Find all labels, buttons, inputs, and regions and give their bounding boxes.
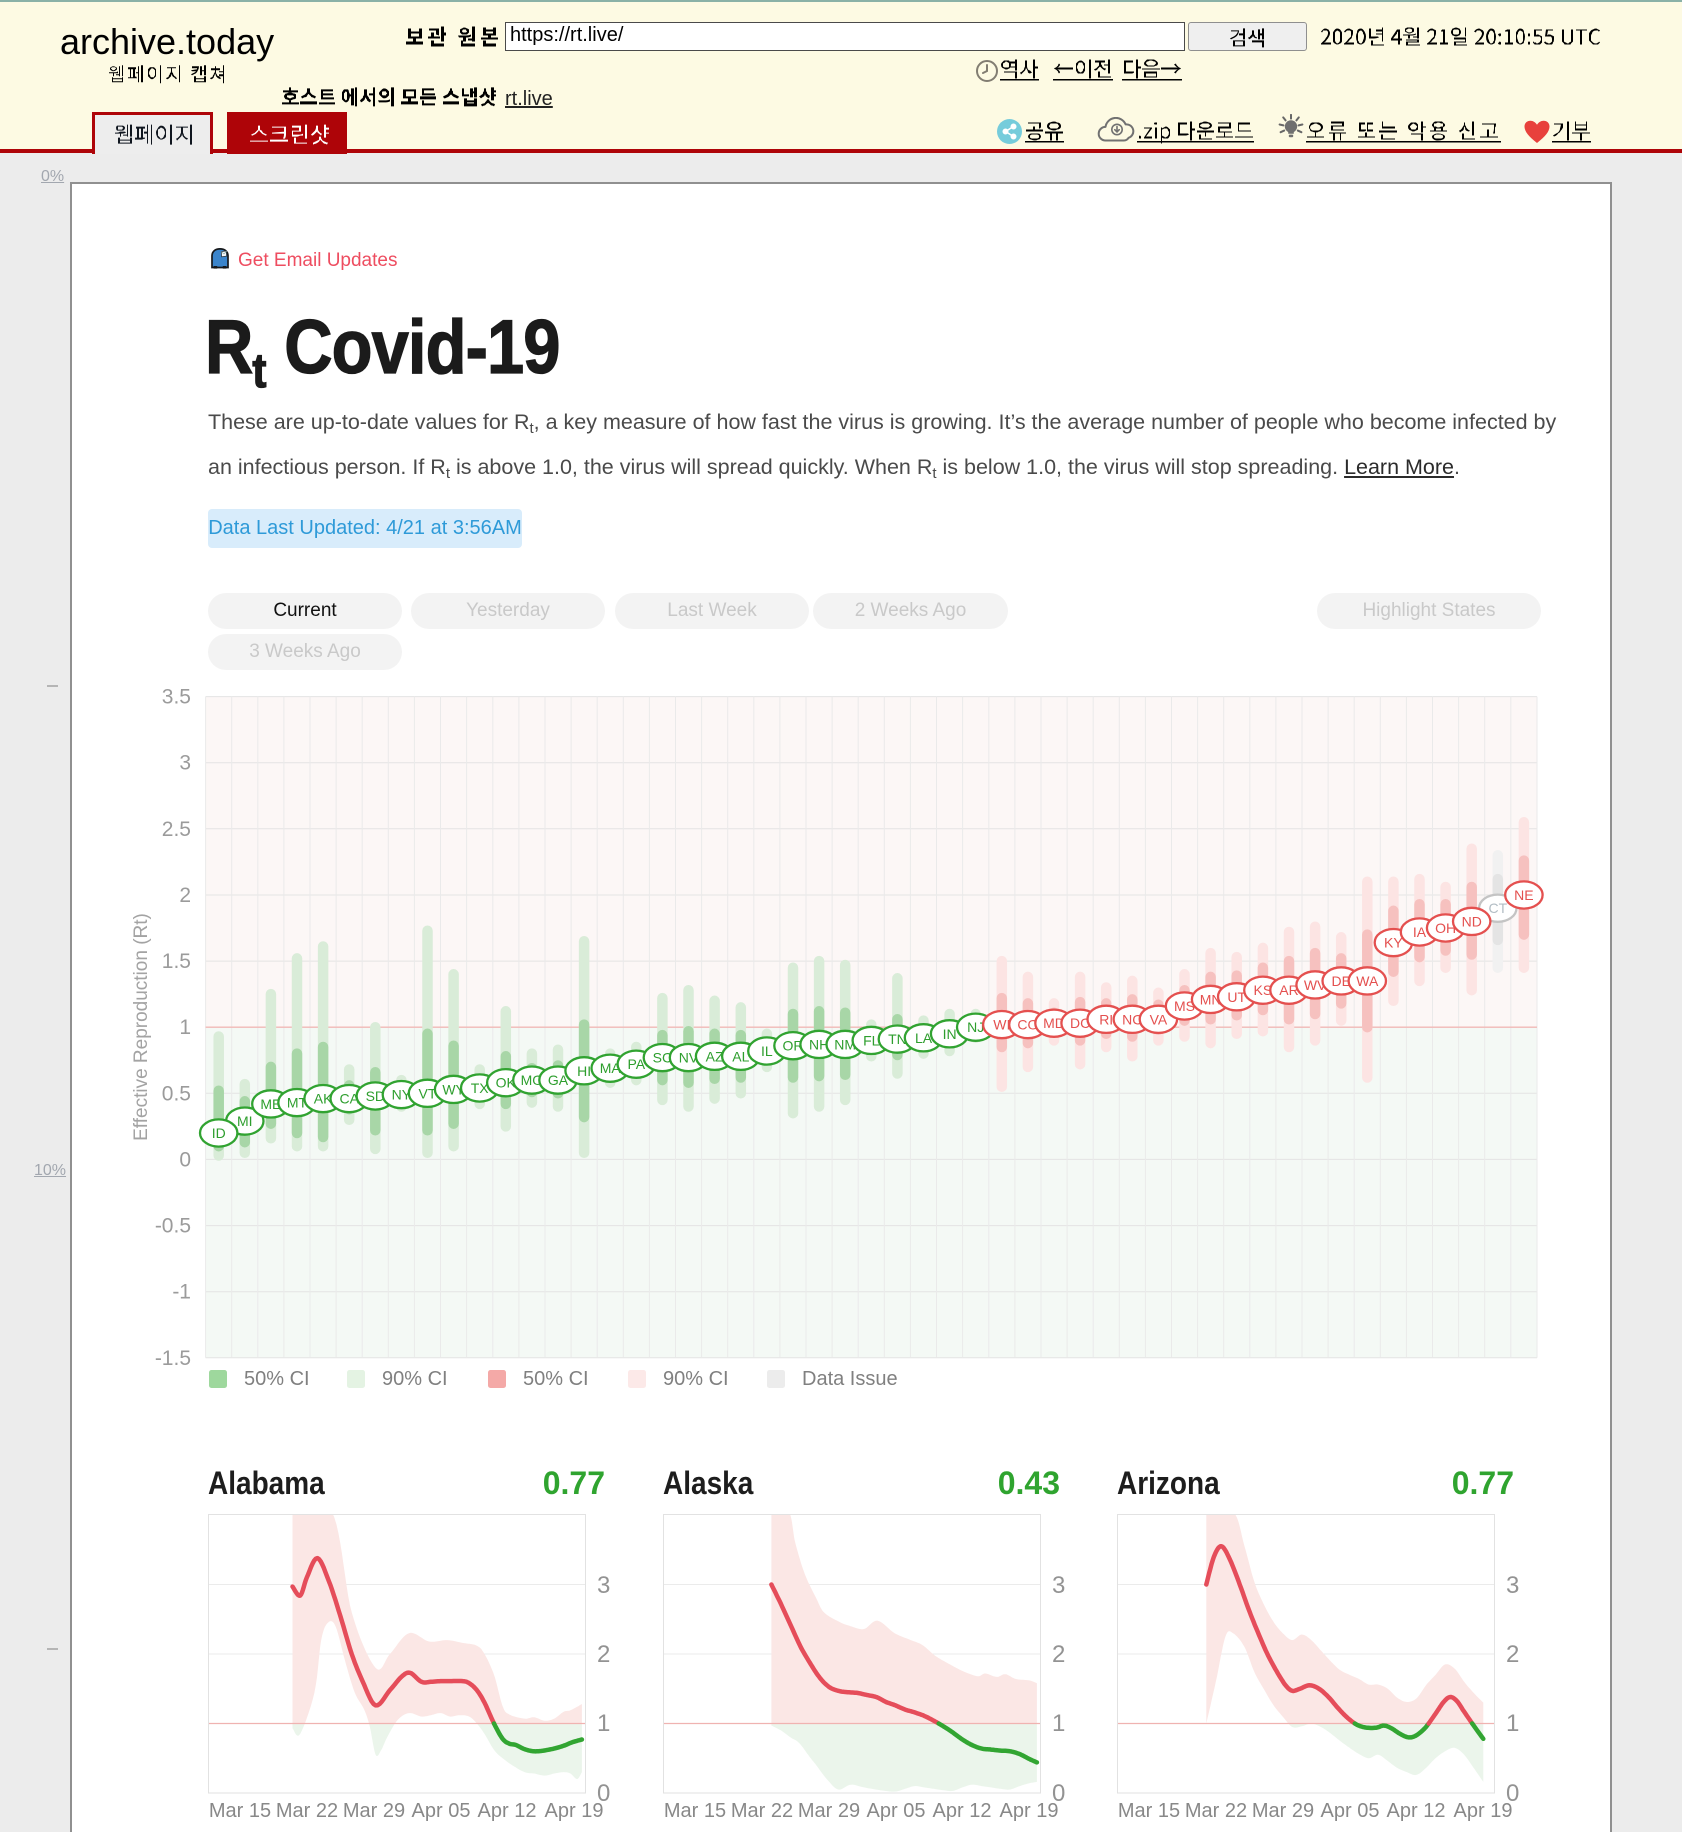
svg-text:NV: NV	[679, 1050, 699, 1066]
svg-text:3.5: 3.5	[162, 686, 191, 709]
svg-text:VT: VT	[419, 1085, 437, 1101]
svg-text:1.5: 1.5	[162, 950, 191, 973]
svg-text:WI: WI	[993, 1017, 1010, 1033]
svg-text:IL: IL	[761, 1043, 773, 1059]
svg-text:OR: OR	[783, 1038, 804, 1054]
svg-text:Effective Reproduction (Rt): Effective Reproduction (Rt)	[131, 913, 152, 1141]
svg-text:SD: SD	[366, 1088, 385, 1104]
svg-text:MN: MN	[1200, 991, 1222, 1007]
svg-text:SC: SC	[653, 1050, 672, 1066]
svg-text:MS: MS	[1174, 998, 1195, 1014]
svg-text:NJ: NJ	[967, 1019, 984, 1035]
svg-text:GA: GA	[548, 1072, 569, 1088]
svg-text:MA: MA	[600, 1060, 622, 1076]
svg-text:LA: LA	[915, 1030, 933, 1046]
svg-text:MD: MD	[1043, 1015, 1065, 1031]
svg-text:CT: CT	[1488, 900, 1507, 916]
svg-text:AZ: AZ	[706, 1048, 724, 1064]
svg-text:2.5: 2.5	[162, 818, 191, 841]
svg-text:CA: CA	[339, 1091, 359, 1107]
svg-text:KS: KS	[1254, 982, 1273, 998]
svg-text:ME: ME	[260, 1096, 281, 1112]
svg-text:MO: MO	[521, 1072, 544, 1088]
svg-text:OK: OK	[496, 1075, 517, 1091]
svg-text:50% CI: 50% CI	[244, 1368, 310, 1390]
svg-text:90% CI: 90% CI	[382, 1368, 448, 1390]
svg-text:AR: AR	[1279, 982, 1298, 998]
svg-text:OH: OH	[1435, 920, 1456, 936]
svg-text:ID: ID	[212, 1125, 226, 1141]
svg-text:NC: NC	[1122, 1011, 1142, 1027]
svg-text:-1: -1	[172, 1281, 191, 1304]
svg-text:TX: TX	[471, 1080, 490, 1096]
svg-text:AL: AL	[732, 1048, 749, 1064]
svg-text:IN: IN	[943, 1026, 957, 1042]
svg-text:WY: WY	[442, 1081, 465, 1097]
svg-text:DE: DE	[1331, 973, 1350, 989]
svg-text:WV: WV	[1304, 977, 1327, 993]
svg-text:FL: FL	[863, 1032, 880, 1048]
svg-text:NM: NM	[834, 1036, 856, 1052]
svg-text:NE: NE	[1514, 887, 1533, 903]
svg-text:IA: IA	[1413, 924, 1427, 940]
svg-text:0: 0	[179, 1148, 191, 1171]
svg-text:VA: VA	[1150, 1011, 1168, 1027]
svg-text:RI: RI	[1099, 1011, 1113, 1027]
svg-text:UT: UT	[1227, 989, 1246, 1005]
svg-text:Data Issue: Data Issue	[802, 1368, 898, 1390]
svg-text:-0.5: -0.5	[155, 1215, 191, 1238]
svg-text:PA: PA	[627, 1056, 645, 1072]
svg-text:90% CI: 90% CI	[663, 1368, 729, 1390]
svg-text:-1.5: -1.5	[155, 1347, 191, 1370]
svg-text:NH: NH	[809, 1036, 829, 1052]
svg-text:NY: NY	[392, 1087, 412, 1103]
svg-text:MI: MI	[237, 1113, 253, 1129]
svg-text:AK: AK	[314, 1091, 333, 1107]
svg-text:KY: KY	[1384, 935, 1403, 951]
svg-text:ND: ND	[1462, 913, 1482, 929]
svg-text:50% CI: 50% CI	[523, 1368, 589, 1390]
svg-text:MT: MT	[287, 1095, 308, 1111]
svg-text:2: 2	[179, 884, 191, 907]
svg-text:HI: HI	[577, 1063, 591, 1079]
svg-text:0.5: 0.5	[162, 1082, 191, 1105]
svg-text:1: 1	[179, 1016, 191, 1039]
svg-text:WA: WA	[1356, 973, 1379, 989]
svg-text:DC: DC	[1070, 1015, 1090, 1031]
svg-text:TN: TN	[888, 1031, 907, 1047]
svg-text:CO: CO	[1017, 1017, 1038, 1033]
svg-text:3: 3	[179, 752, 191, 775]
